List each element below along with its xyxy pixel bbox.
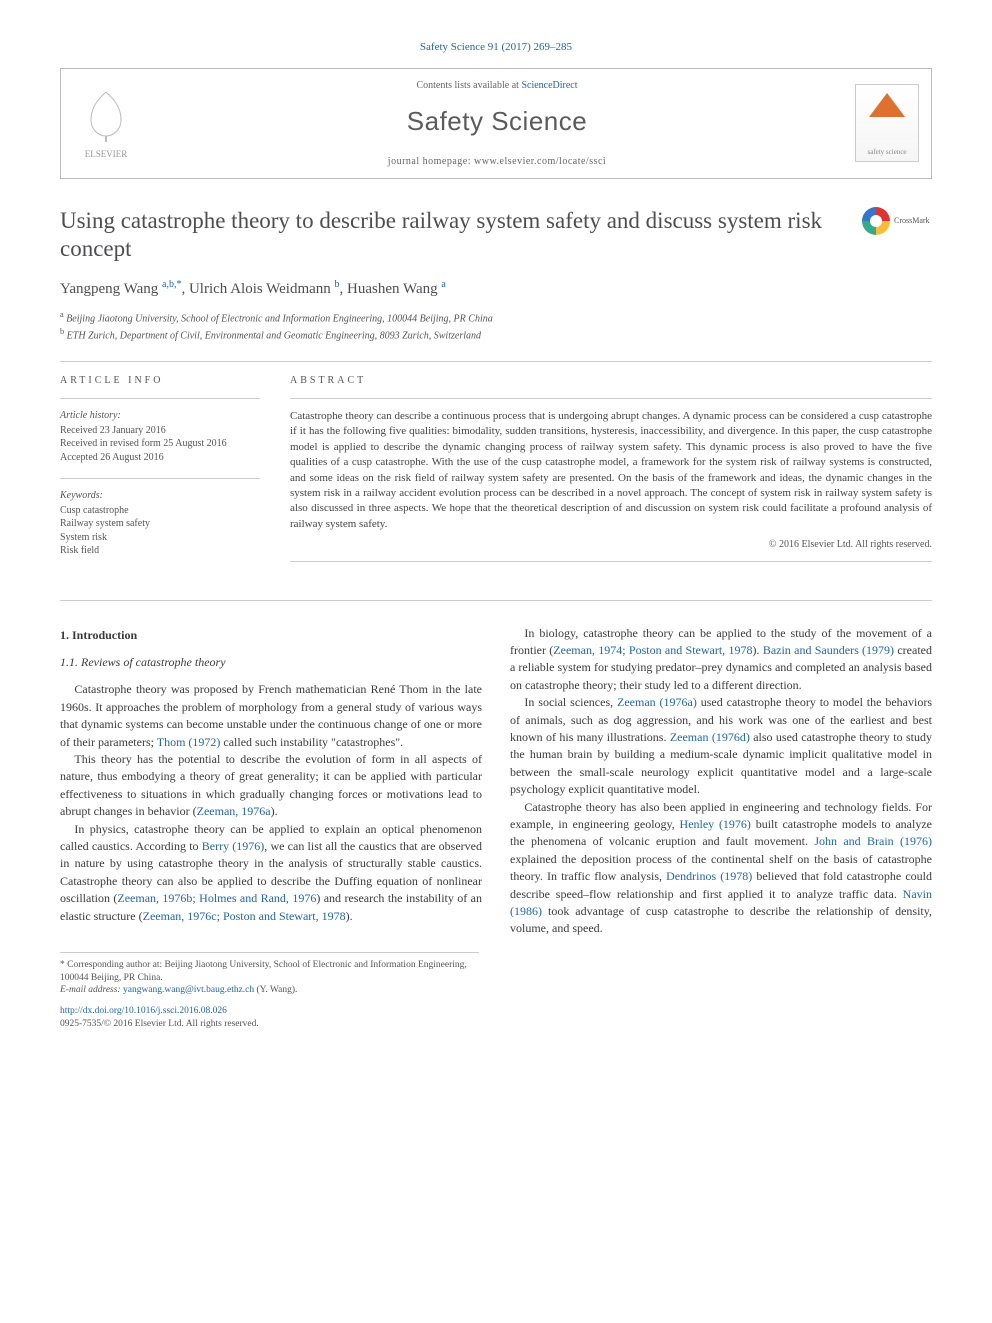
affiliation: b ETH Zurich, Department of Civil, Envir… (60, 326, 932, 343)
rule (60, 600, 932, 601)
rule (290, 561, 932, 562)
publisher-logo: ELSEVIER (61, 69, 151, 178)
body-text: In social sciences, (524, 695, 617, 709)
rule (60, 398, 260, 399)
footnotes: * Corresponding author at: Beijing Jiaot… (60, 952, 479, 1031)
history-line: Received 23 January 2016 (60, 424, 260, 438)
citation-link[interactable]: Zeeman, 1976a (197, 804, 271, 818)
author-email-link[interactable]: yangwang.wang@ivt.baug.ethz.ch (123, 985, 254, 995)
author-list: Yangpeng Wang a,b,*, Ulrich Alois Weidma… (60, 278, 932, 301)
abstract-heading: ABSTRACT (290, 374, 932, 389)
body-paragraph: This theory has the potential to describ… (60, 751, 482, 821)
body-text: took advantage of cusp catastrophe to de… (510, 904, 932, 935)
keywords-label: Keywords: (60, 489, 260, 503)
body-paragraph: In biology, catastrophe theory can be ap… (510, 625, 932, 695)
section-subheading-1-1: 1.1. Reviews of catastrophe theory (60, 654, 482, 671)
citation-link[interactable]: Zeeman (1976a) (617, 695, 697, 709)
affiliations: a Beijing Jiaotong University, School of… (60, 309, 932, 343)
citation-link[interactable]: Berry (1976) (202, 839, 265, 853)
body-paragraph: Catastrophe theory has also been applied… (510, 799, 932, 938)
crossmark-icon (862, 207, 890, 235)
keyword: Railway system safety (60, 517, 260, 531)
sciencedirect-link[interactable]: ScienceDirect (521, 80, 577, 91)
issn-copyright-line: 0925-7535/© 2016 Elsevier Ltd. All right… (60, 1018, 479, 1031)
article-info-heading: ARTICLE INFO (60, 374, 260, 389)
citation-link[interactable]: Zeeman, 1976b; Holmes and Rand, 1976 (117, 891, 316, 905)
journal-homepage-line: journal homepage: www.elsevier.com/locat… (151, 155, 843, 170)
journal-cover-thumb: safety science (843, 69, 931, 178)
rule (290, 398, 932, 399)
body-paragraph: In physics, catastrophe theory can be ap… (60, 821, 482, 925)
abstract-column: ABSTRACT Catastrophe theory can describe… (290, 374, 932, 572)
citation-link[interactable]: Henley (1976) (680, 817, 751, 831)
homepage-prefix: journal homepage: (388, 156, 474, 167)
email-suffix: (Y. Wang). (254, 985, 297, 995)
body-text: called such instability "catastrophes". (220, 735, 403, 749)
journal-name: Safety Science (151, 103, 843, 141)
history-label: Article history: (60, 409, 260, 423)
body-text: ). (753, 643, 763, 657)
citation-link[interactable]: Bazin and Saunders (1979) (763, 643, 894, 657)
citation-link[interactable]: Zeeman, 1976c; Poston and Stewart, 1978 (143, 909, 346, 923)
journal-header: ELSEVIER Contents lists available at Sci… (60, 68, 932, 179)
email-label: E-mail address: (60, 985, 121, 995)
email-line: E-mail address: yangwang.wang@ivt.baug.e… (60, 984, 479, 997)
history-line: Accepted 26 August 2016 (60, 451, 260, 465)
citation-link[interactable]: Zeeman (1976d) (670, 730, 750, 744)
citation-link[interactable]: John and Brain (1976) (814, 834, 932, 848)
crossmark-label: CrossMark (894, 215, 930, 227)
abstract-text: Catastrophe theory can describe a contin… (290, 409, 932, 532)
body-text: ). (271, 804, 278, 818)
citation-link[interactable]: Thom (1972) (157, 735, 221, 749)
article-info-column: ARTICLE INFO Article history: Received 2… (60, 374, 260, 572)
elsevier-tree-icon (77, 86, 135, 144)
article-body: 1. Introduction 1.1. Reviews of catastro… (60, 625, 932, 938)
contents-prefix: Contents lists available at (416, 80, 521, 91)
citation-line: Safety Science 91 (2017) 269–285 (60, 40, 932, 56)
rule (60, 478, 260, 479)
abstract-copyright: © 2016 Elsevier Ltd. All rights reserved… (290, 538, 932, 553)
section-heading-1: 1. Introduction (60, 627, 482, 644)
journal-cover-label: safety science (867, 147, 906, 157)
body-text: ). (346, 909, 353, 923)
contents-available-line: Contents lists available at ScienceDirec… (151, 79, 843, 94)
article-title: Using catastrophe theory to describe rai… (60, 207, 850, 265)
body-paragraph: In social sciences, Zeeman (1976a) used … (510, 694, 932, 798)
keyword: Cusp catastrophe (60, 504, 260, 518)
keyword: Risk field (60, 544, 260, 558)
keyword: System risk (60, 531, 260, 545)
publisher-logo-text: ELSEVIER (77, 148, 135, 161)
body-paragraph: Catastrophe theory was proposed by Frenc… (60, 681, 482, 751)
corresponding-author-note: * Corresponding author at: Beijing Jiaot… (60, 959, 479, 985)
doi-link[interactable]: http://dx.doi.org/10.1016/j.ssci.2016.08… (60, 1006, 227, 1016)
crossmark-badge[interactable]: CrossMark (862, 207, 932, 235)
rule (60, 361, 932, 362)
citation-link[interactable]: Zeeman, 1974; Poston and Stewart, 1978 (553, 643, 752, 657)
history-line: Received in revised form 25 August 2016 (60, 437, 260, 451)
affiliation: a Beijing Jiaotong University, School of… (60, 309, 932, 326)
citation-link[interactable]: Dendrinos (1978) (666, 869, 752, 883)
homepage-url[interactable]: www.elsevier.com/locate/ssci (474, 156, 606, 167)
